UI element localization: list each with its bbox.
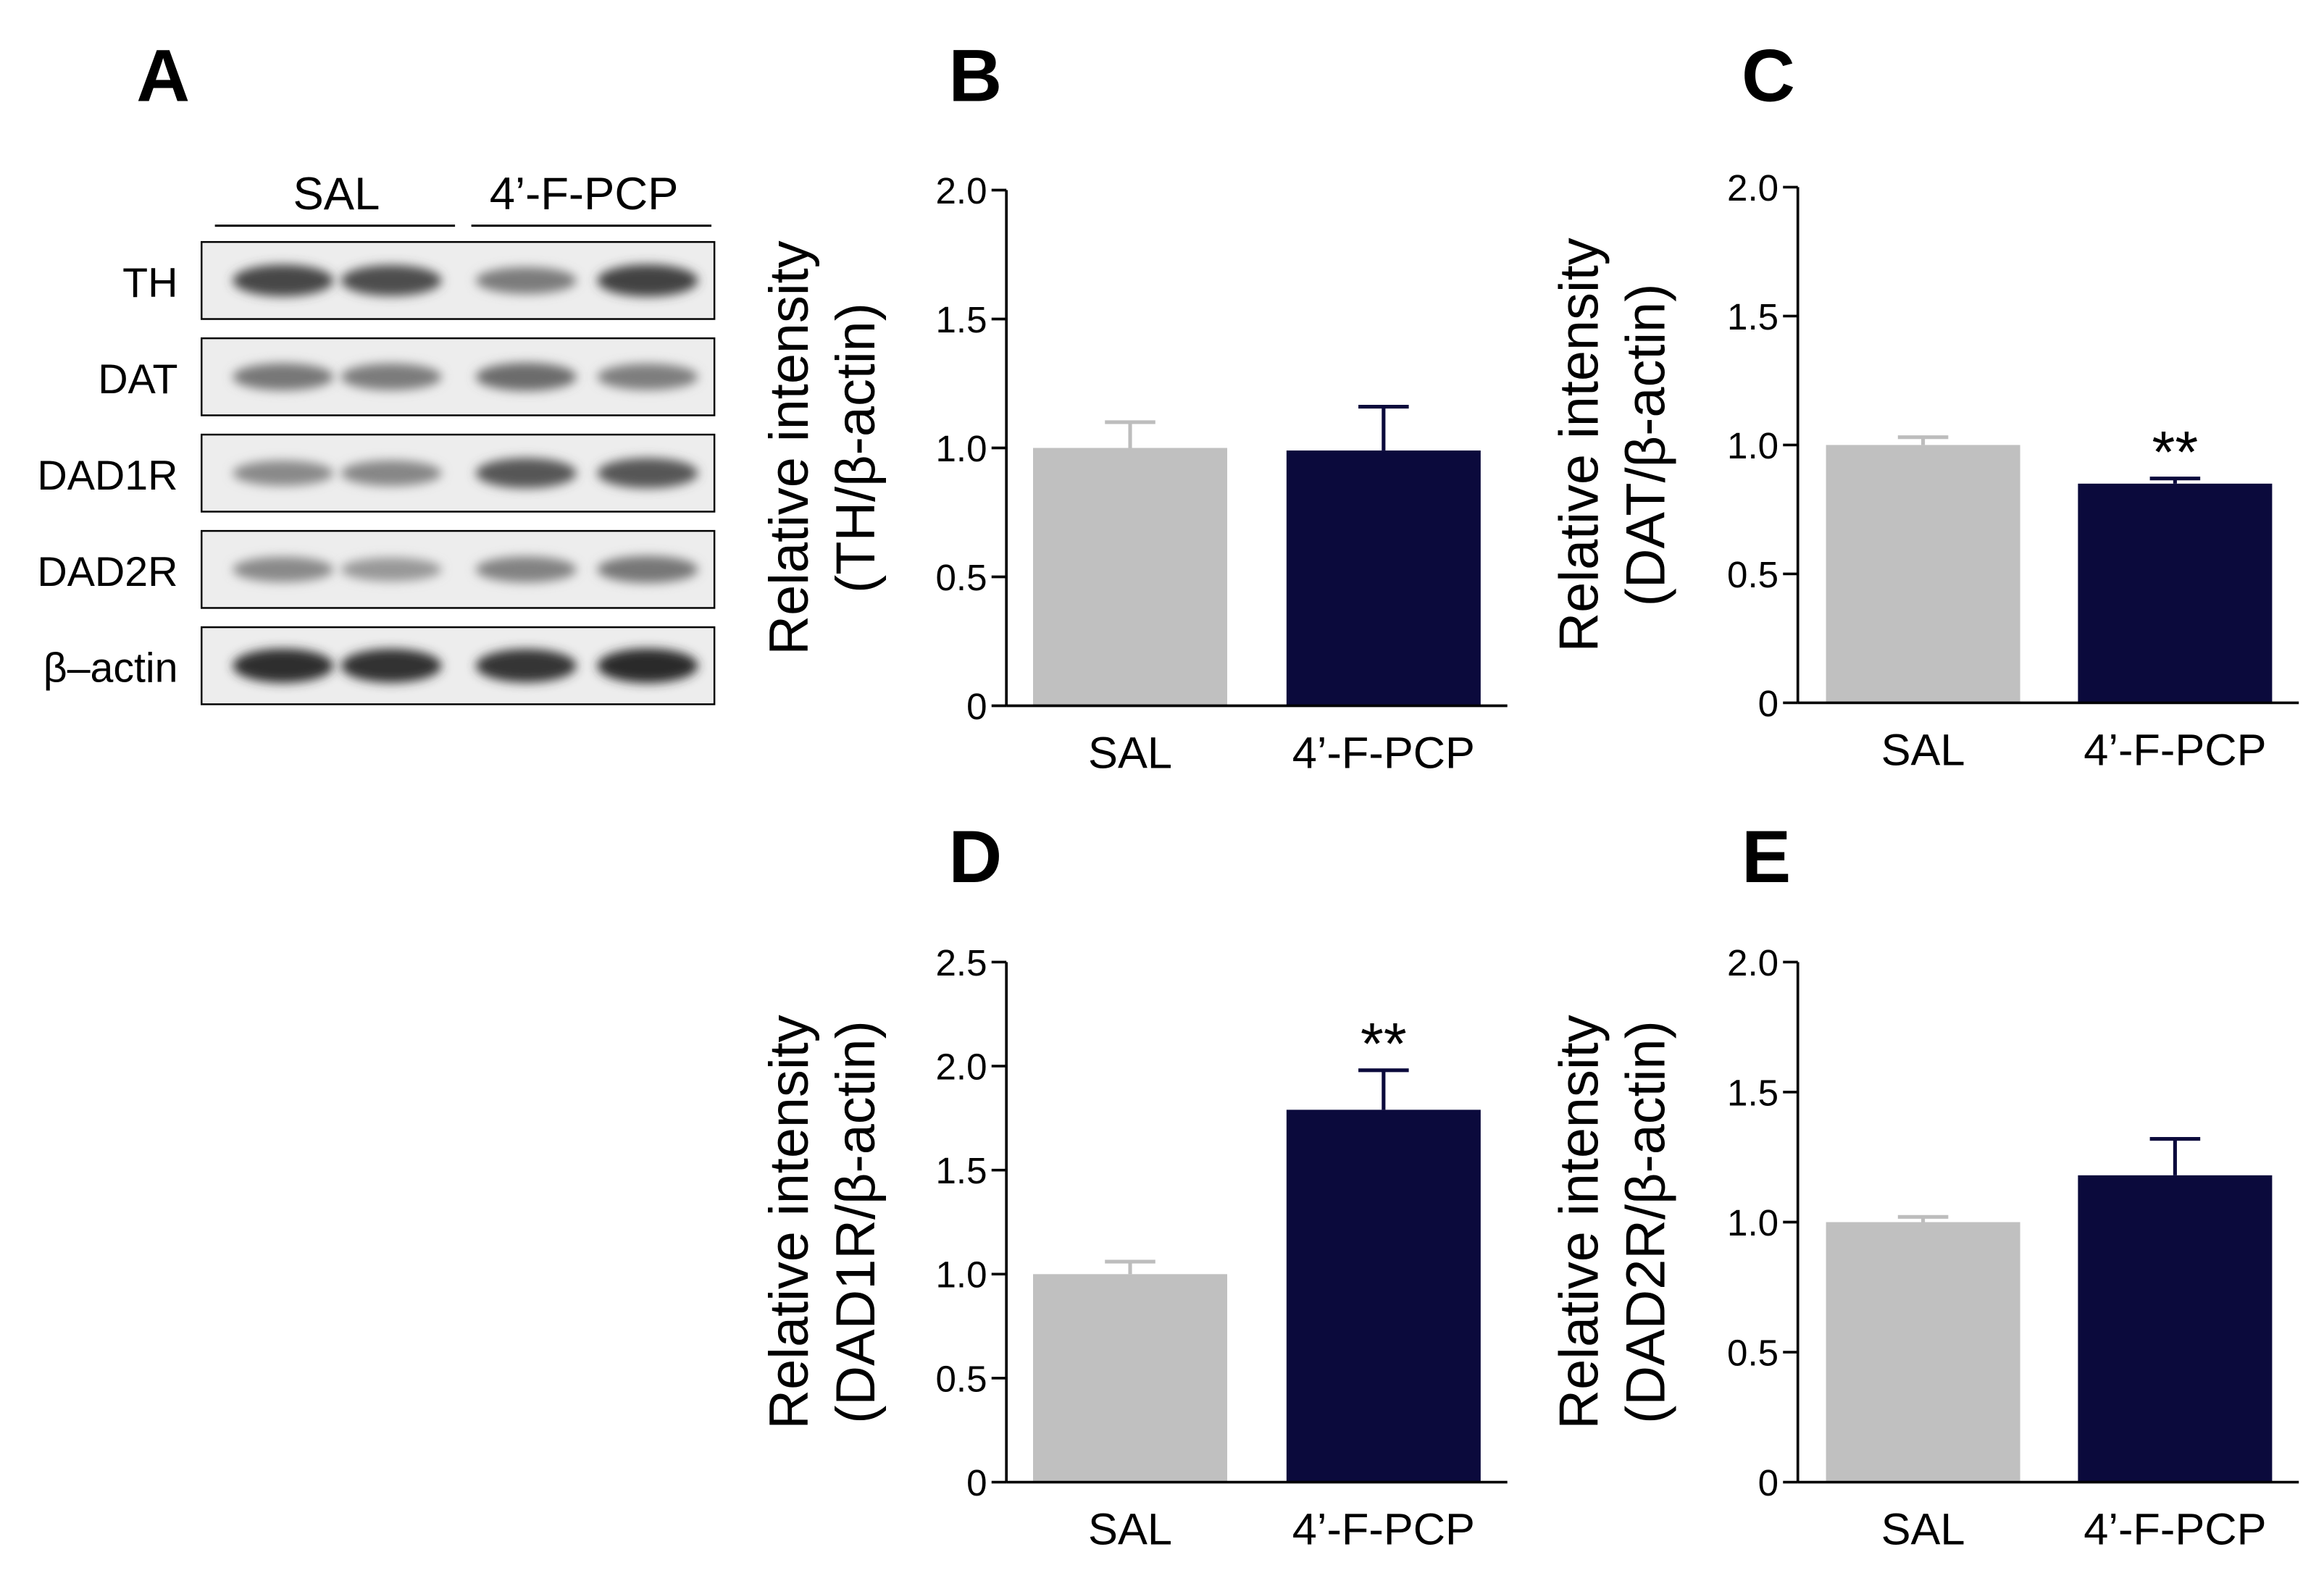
blot-row-label: β–actin xyxy=(43,645,178,692)
y-tick-label: 0 xyxy=(1758,1462,1778,1503)
y-tick-label: 1.5 xyxy=(936,299,987,340)
blot-band xyxy=(597,555,698,583)
blot-group-label-treatment: 4’-F-PCP xyxy=(490,169,679,219)
bar-chart-e: 0 0.5 1.0 1.5 2.0 SAL 4’-F-PCP Relative intensi… xyxy=(1549,942,2299,1554)
y-tick-label: 0.5 xyxy=(1727,554,1778,595)
blot-band xyxy=(475,556,577,583)
y-axis-label-sub: (DAD1R/β-actin) xyxy=(825,1020,887,1424)
blot-band xyxy=(475,649,577,683)
y-tick-label: 2.0 xyxy=(1727,167,1778,209)
blot-band xyxy=(233,460,334,486)
bar xyxy=(1033,448,1228,706)
y-tick-label: 0 xyxy=(966,1462,987,1503)
blot-band xyxy=(475,267,577,294)
x-tick-label: SAL xyxy=(1088,728,1172,778)
panel-label-b: B xyxy=(948,34,1002,117)
significance-marker: ** xyxy=(2152,420,2199,486)
x-tick-label: 4’-F-PCP xyxy=(2083,725,2266,775)
blot-row-label: TH xyxy=(122,260,177,306)
blot-row-label: DAT xyxy=(98,356,177,403)
blot-band xyxy=(340,460,442,486)
y-axis-label-sub: (DAD2R/β-actin) xyxy=(1615,1020,1677,1424)
y-tick-label: 2.0 xyxy=(936,1046,987,1087)
x-tick-label: SAL xyxy=(1881,725,1965,775)
bar xyxy=(1286,450,1481,706)
y-tick-label: 0.5 xyxy=(1727,1332,1778,1373)
bar xyxy=(2078,1175,2273,1482)
blot-row-label: DAD1R xyxy=(37,453,177,499)
y-tick-label: 0.5 xyxy=(936,1358,987,1399)
bar xyxy=(1826,1222,2020,1482)
y-tick-label: 1.5 xyxy=(1727,296,1778,337)
bar xyxy=(2078,483,2273,703)
bar xyxy=(1826,445,2020,703)
blot-band xyxy=(475,362,577,391)
blot-band xyxy=(340,363,442,390)
y-tick-label: 1.5 xyxy=(936,1150,987,1191)
western-blot: SAL 4’-F-PCP TH DAT DAD1R DAD2R β–actin xyxy=(37,169,716,705)
y-tick-label: 0 xyxy=(966,686,987,727)
blot-band xyxy=(475,458,577,489)
blot-group-label-sal: SAL xyxy=(293,169,380,219)
y-tick-label: 1.0 xyxy=(936,428,987,469)
x-tick-label: SAL xyxy=(1881,1504,1965,1554)
blot-band xyxy=(233,264,334,297)
y-axis-label: Relative intensity xyxy=(1549,1015,1610,1429)
panel-label-d: D xyxy=(948,815,1002,898)
bar xyxy=(1033,1274,1228,1482)
bar xyxy=(1286,1110,1481,1482)
x-tick-label: SAL xyxy=(1088,1504,1172,1554)
blot-band xyxy=(340,264,442,296)
panel-label-e: E xyxy=(1742,815,1791,898)
x-tick-label: 4’-F-PCP xyxy=(2083,1504,2266,1554)
y-tick-label: 1.0 xyxy=(1727,1202,1778,1243)
bar-chart-c: ** 0 0.5 1.0 1.5 2.0 SAL 4’-F-PCP Relative inten… xyxy=(1549,167,2299,775)
y-tick-label: 2.0 xyxy=(1727,942,1778,983)
panel-label-a: A xyxy=(136,34,190,117)
y-tick-label: 1.0 xyxy=(1727,425,1778,466)
y-tick-label: 1.5 xyxy=(1727,1072,1778,1113)
y-axis-label: Relative intensity xyxy=(758,1015,820,1429)
y-axis-label: Relative intensity xyxy=(758,240,820,655)
blot-band xyxy=(340,557,442,582)
panel-label-c: C xyxy=(1742,34,1795,117)
y-tick-label: 2.0 xyxy=(936,170,987,211)
x-tick-label: 4’-F-PCP xyxy=(1292,1504,1475,1554)
blot-band xyxy=(597,648,698,684)
y-tick-label: 2.5 xyxy=(936,942,987,983)
y-axis-label-sub: (DAT/β-actin) xyxy=(1615,284,1677,607)
significance-marker: ** xyxy=(1360,1012,1407,1078)
blot-band xyxy=(597,458,698,489)
y-tick-label: 0.5 xyxy=(936,557,987,598)
blot-row-label: DAD2R xyxy=(37,549,177,595)
blot-band xyxy=(233,648,334,683)
y-axis-label: Relative intensity xyxy=(1549,238,1610,652)
y-tick-label: 1.0 xyxy=(936,1254,987,1296)
bar-chart-b: 0 0.5 1.0 1.5 2.0 SAL 4’-F-PCP Relative intensi… xyxy=(758,170,1508,778)
blot-band xyxy=(597,364,698,390)
blot-band xyxy=(597,264,698,297)
x-tick-label: 4’-F-PCP xyxy=(1292,728,1475,778)
blot-band xyxy=(340,648,442,683)
blot-band xyxy=(233,556,334,582)
blot-band xyxy=(233,363,334,390)
y-axis-label-sub: (TH/β-actin) xyxy=(825,303,887,593)
y-tick-label: 0 xyxy=(1758,683,1778,724)
bar-chart-d: ** 0 0.5 1.0 1.5 2.0 2.5 SAL 4’-F-PCP Relative in… xyxy=(758,942,1508,1554)
